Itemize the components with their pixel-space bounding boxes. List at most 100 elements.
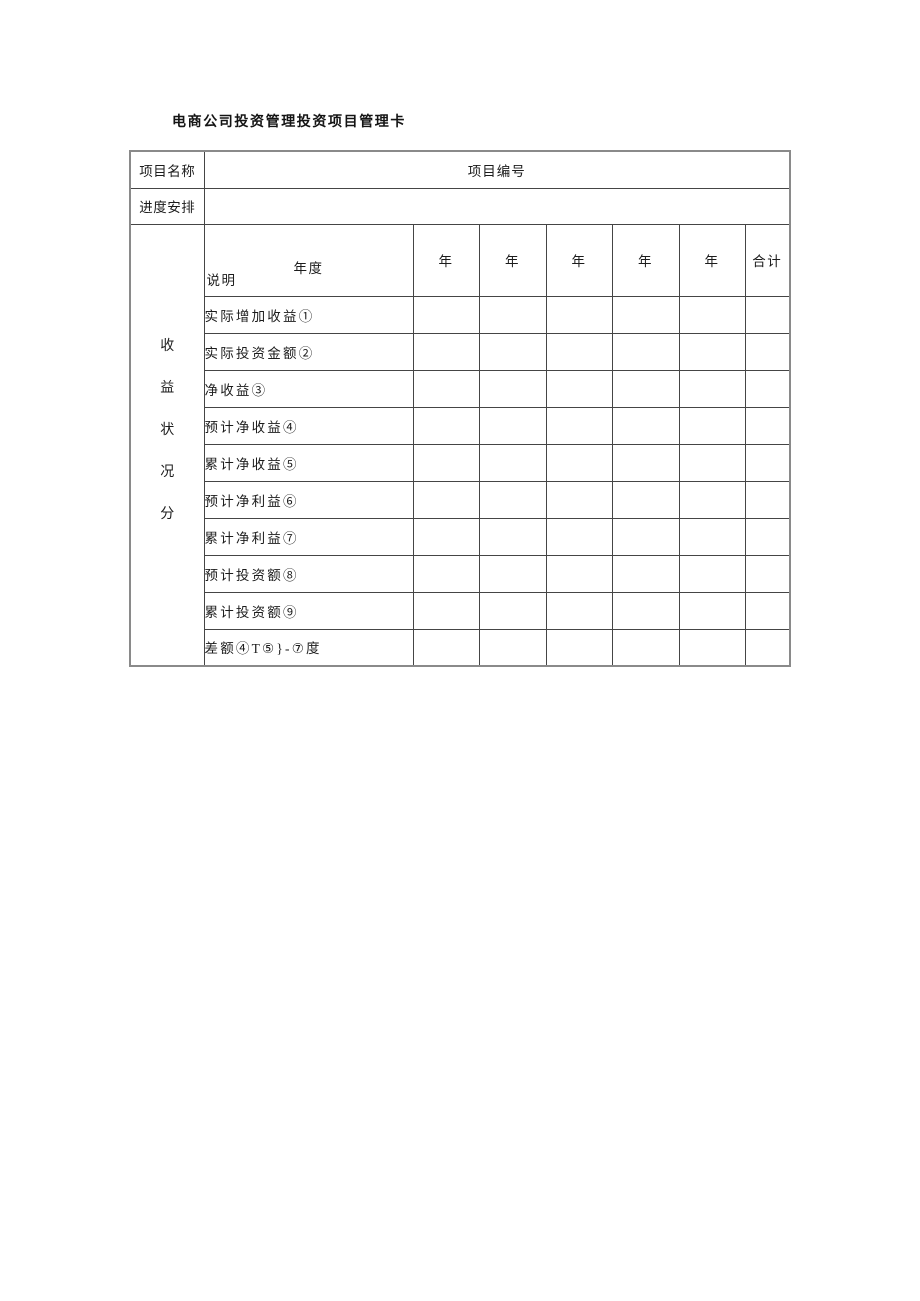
data-cell: [412, 554, 480, 593]
row-label: 累计净利益⑦: [203, 517, 414, 556]
data-cell: [478, 443, 547, 482]
schedule-row: 进度安排: [129, 187, 791, 225]
data-cell: [611, 369, 680, 408]
data-cell: [545, 443, 613, 482]
data-cell: [611, 591, 680, 630]
data-cell: [678, 480, 746, 519]
data-cell: [744, 369, 791, 408]
table-row: 差额④T⑤}-⑦度: [130, 628, 791, 667]
data-cell: [545, 295, 613, 334]
table-row: 实际增加收益①: [130, 295, 791, 334]
vertical-char: 分: [160, 506, 175, 522]
data-cell: [545, 406, 613, 445]
table-row: 累计净利益⑦: [130, 517, 791, 556]
year-column-header: 年: [412, 223, 480, 297]
year-column-header: 年: [611, 223, 680, 297]
table-row: 实际投资金额②: [130, 332, 791, 371]
table-row: 预计净利益⑥: [130, 480, 791, 519]
data-cell: [545, 517, 613, 556]
data-cell: [611, 554, 680, 593]
data-cell: [478, 554, 547, 593]
data-cell: [412, 295, 480, 334]
row-label: 累计净收益⑤: [203, 443, 414, 482]
data-cell: [744, 295, 791, 334]
schedule-label: 进度安排: [129, 187, 205, 225]
data-cell: [678, 554, 746, 593]
project-card-table: 项目名称 项目编号 进度安排 收 益 状 况 分 年度 说明 年 年: [129, 150, 791, 667]
vertical-char: 状: [160, 422, 175, 438]
schedule-value-cell: [203, 187, 791, 225]
data-cell: [545, 369, 613, 408]
section-vertical-label: 收 益 状 况 分: [129, 223, 205, 667]
row-label: 预计投资额⑧: [203, 554, 414, 593]
data-cell: [478, 406, 547, 445]
data-cell: [744, 480, 791, 519]
data-cell: [478, 517, 547, 556]
matrix-corner-cell: 年度 说明: [203, 223, 414, 297]
data-cell: [744, 332, 791, 371]
data-cell: [478, 480, 547, 519]
year-column-header: 年: [545, 223, 613, 297]
data-cell: [611, 332, 680, 371]
data-cell: [744, 443, 791, 482]
row-label: 实际增加收益①: [203, 295, 414, 334]
total-column-header: 合计: [744, 223, 791, 297]
vertical-char: 况: [160, 464, 175, 480]
table-row: 预计投资额⑧: [130, 554, 791, 593]
data-cell: [545, 332, 613, 371]
data-cell: [545, 554, 613, 593]
data-cell: [412, 628, 480, 667]
data-cell: [678, 369, 746, 408]
data-cell: [478, 369, 547, 408]
data-cell: [478, 332, 547, 371]
data-cell: [412, 517, 480, 556]
data-cell: [412, 443, 480, 482]
vertical-char: 收: [160, 338, 175, 354]
data-cell: [478, 591, 547, 630]
table-row: 累计净收益⑤: [130, 443, 791, 482]
row-label: 预计净利益⑥: [203, 480, 414, 519]
data-cell: [678, 443, 746, 482]
data-cell: [412, 480, 480, 519]
data-cell: [744, 591, 791, 630]
data-cell: [611, 480, 680, 519]
data-cell: [478, 628, 547, 667]
matrix-header-row: 收 益 状 况 分 年度 说明 年 年 年 年 年 合计: [129, 223, 791, 667]
data-cell: [611, 406, 680, 445]
data-cell: [678, 406, 746, 445]
data-cell: [678, 332, 746, 371]
data-cell: [412, 332, 480, 371]
data-cell: [678, 295, 746, 334]
row-label: 实际投资金额②: [203, 332, 414, 371]
data-cell: [611, 295, 680, 334]
year-column-header: 年: [478, 223, 547, 297]
vertical-label-chars: 收 益 状 况 分: [131, 335, 203, 523]
project-name-row: 项目名称 项目编号: [129, 150, 791, 189]
data-cell: [744, 628, 791, 667]
data-cell: [611, 443, 680, 482]
table-row: 累计投资额⑨: [130, 591, 791, 630]
data-cell: [611, 628, 680, 667]
row-label: 预计净收益④: [203, 406, 414, 445]
row-label: 差额④T⑤}-⑦度: [203, 628, 414, 667]
corner-desc-label: 说明: [206, 272, 237, 288]
data-cell: [744, 517, 791, 556]
data-cell: [744, 554, 791, 593]
data-cell: [744, 406, 791, 445]
data-cell: [678, 591, 746, 630]
data-cell: [412, 406, 480, 445]
data-cell: [545, 480, 613, 519]
vertical-char: 益: [160, 380, 175, 396]
row-label: 累计投资额⑨: [203, 591, 414, 630]
data-cell: [678, 628, 746, 667]
document-title: 电商公司投资管理投资项目管理卡: [172, 115, 406, 130]
data-cell: [611, 517, 680, 556]
row-label: 净收益③: [203, 369, 414, 408]
data-cell: [478, 295, 547, 334]
data-cell: [545, 628, 613, 667]
project-name-label: 项目名称: [129, 150, 205, 189]
data-cell: [412, 591, 480, 630]
corner-year-label: 年度: [293, 260, 324, 276]
table-row: 预计净收益④: [130, 406, 791, 445]
